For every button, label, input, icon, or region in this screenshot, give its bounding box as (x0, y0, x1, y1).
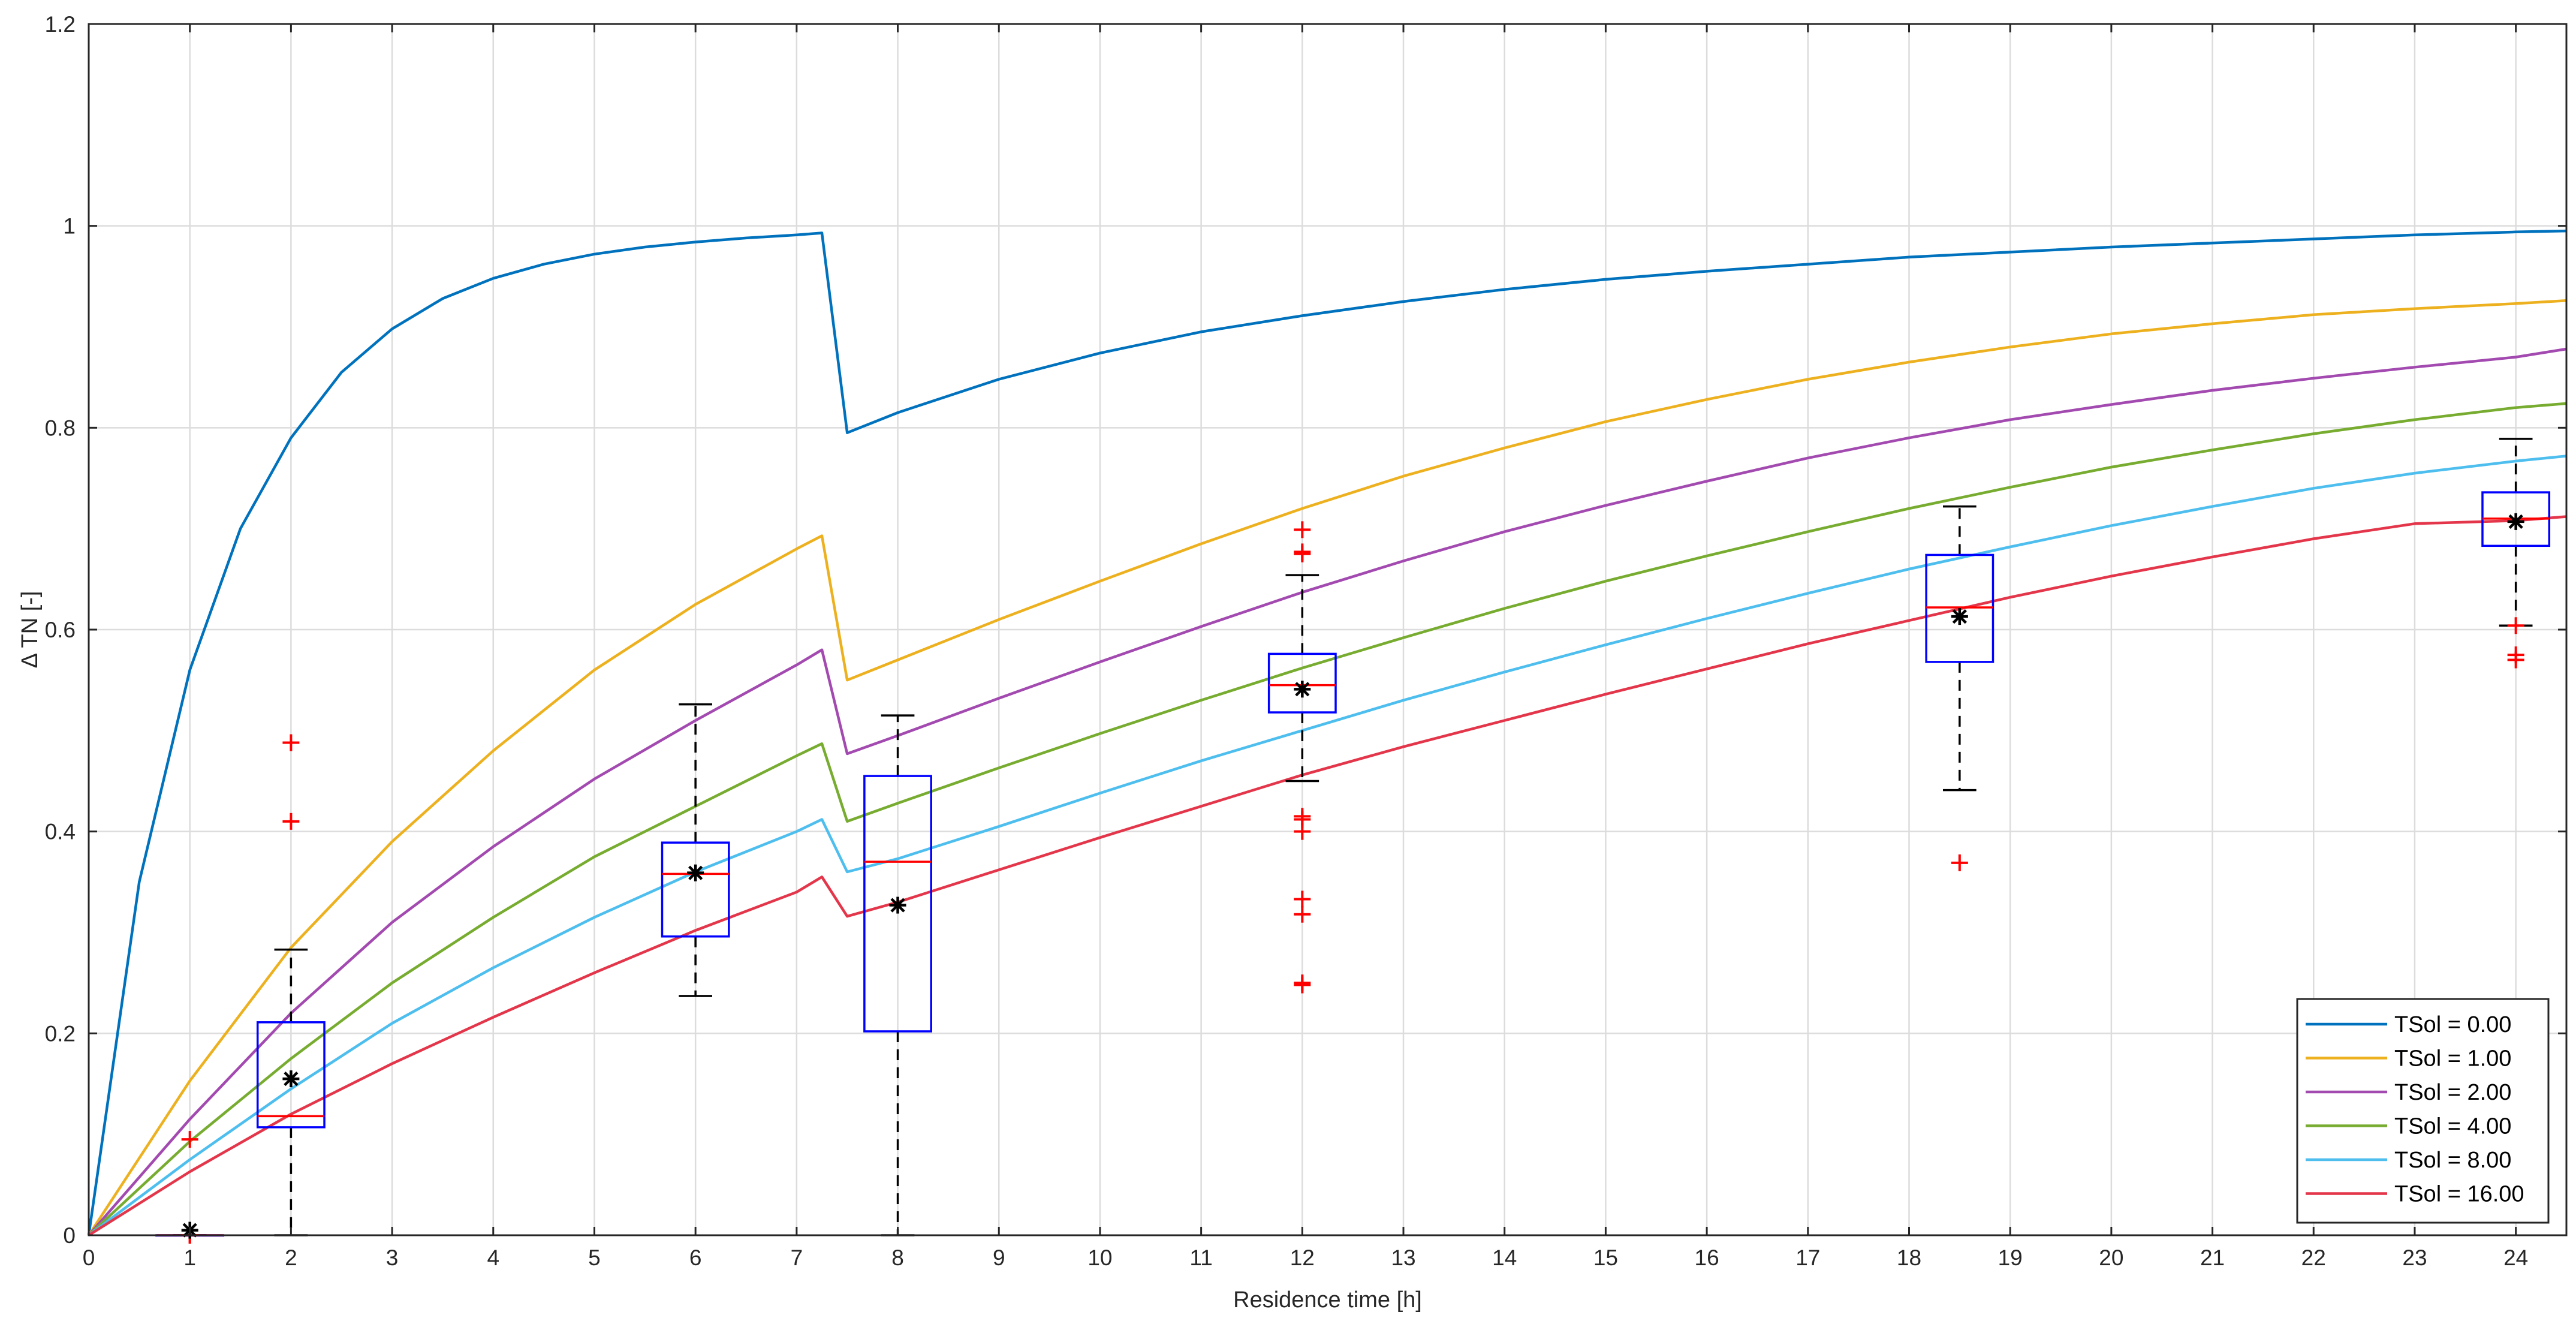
x-tick-label: 10 (1087, 1245, 1112, 1270)
x-axis-title: Residence time [h] (1233, 1287, 1422, 1313)
x-tick-label: 5 (588, 1245, 601, 1270)
x-tick-label: 9 (993, 1245, 1005, 1270)
series-line (88, 402, 2567, 1236)
x-tick-label: 12 (1290, 1245, 1315, 1270)
outlier-marker (1294, 521, 1311, 538)
x-tick-label: 24 (2503, 1245, 2528, 1270)
box (256, 1021, 326, 1129)
series-line (88, 347, 2567, 1236)
y-tick-labels: 0 0.2 0.4 0.6 0.8 1 1.2 (45, 12, 76, 1248)
y-tick-label: 0.2 (45, 1021, 76, 1046)
y-tick-label: 0.8 (45, 416, 76, 440)
x-tick-label: 8 (891, 1245, 904, 1270)
series-line (88, 299, 2567, 1236)
y-tick-label: 0 (63, 1223, 76, 1248)
legend-label: TSol = 0.00 (2394, 1012, 2511, 1037)
mean-stroke (1952, 609, 1967, 624)
mean-stroke (284, 1071, 299, 1087)
outlier-marker (282, 734, 300, 751)
mean-stroke (890, 898, 905, 913)
legend-box (2296, 998, 2550, 1224)
legend-label: TSol = 1.00 (2394, 1046, 2511, 1072)
outlier-marker (282, 813, 300, 830)
y-tick-label: 0.4 (45, 820, 76, 844)
outlier-marker (2507, 617, 2524, 634)
legend-label: TSol = 4.00 (2394, 1114, 2511, 1139)
legend-label: TSol = 8.00 (2394, 1148, 2511, 1173)
axes (88, 23, 2568, 1236)
x-tick-label: 2 (285, 1245, 297, 1270)
box (1267, 652, 1337, 714)
outlier-marker (1294, 976, 1311, 994)
x-tick-label: 15 (1593, 1245, 1618, 1270)
x-tick-label: 3 (386, 1245, 399, 1270)
mean-marker (889, 896, 906, 914)
legend-label: TSol = 16.00 (2394, 1182, 2524, 1207)
y-tick-label: 0.6 (45, 618, 76, 642)
x-tick-label: 14 (1492, 1245, 1517, 1270)
x-tick-label: 20 (2099, 1245, 2123, 1270)
legend: TSol = 0.00 TSol = 1.00 TSol = 2.00 TSol = … (2296, 998, 2550, 1224)
x-tick-labels: 0 1 2 3 4 5 6 7 8 9 10 11 12 13 14 15 16 17 18 19 20 21 22 23 24 (83, 1245, 2529, 1270)
x-tick-label: 19 (1998, 1245, 2023, 1270)
x-tick-label: 18 (1897, 1245, 1921, 1270)
outlier-marker (1294, 890, 1311, 908)
mean-marker (1294, 681, 1311, 698)
mean-marker (687, 864, 704, 881)
y-tick-label: 1.2 (45, 12, 76, 37)
series-line (88, 515, 2567, 1236)
x-tick-label: 17 (1795, 1245, 1820, 1270)
y-tick-label: 1 (63, 214, 76, 239)
mean-marker (2507, 513, 2524, 530)
x-tick-label: 0 (83, 1245, 95, 1270)
y-axis-title: Δ TN [-] (17, 591, 43, 669)
x-tick-label: 13 (1391, 1245, 1415, 1270)
x-tick-label: 6 (689, 1245, 702, 1270)
mean-marker (282, 1070, 300, 1088)
outlier-marker (181, 1131, 198, 1148)
series-line (87, 229, 2567, 1236)
outlier-marker (1294, 823, 1311, 840)
x-tick-label: 7 (791, 1245, 803, 1270)
mean-stroke (688, 865, 703, 880)
outlier-marker (1951, 854, 1968, 871)
x-tick-label: 23 (2402, 1245, 2427, 1270)
x-tick-label: 11 (1189, 1245, 1212, 1270)
mean-stroke (2508, 514, 2523, 529)
outlier-marker (2507, 651, 2524, 669)
x-tick-label: 16 (1695, 1245, 1719, 1270)
outlier-marker (1294, 905, 1311, 923)
outlier-marker (1294, 545, 1311, 562)
mean-stroke (1295, 682, 1310, 697)
mean-marker (1951, 608, 1968, 625)
x-tick-label: 1 (183, 1245, 196, 1270)
series-line (88, 455, 2567, 1236)
series-lines (87, 229, 2567, 1236)
box (661, 841, 730, 938)
box (863, 775, 932, 1033)
x-tick-label: 21 (2200, 1245, 2225, 1270)
legend-label: TSol = 2.00 (2394, 1080, 2511, 1105)
x-tick-label: 22 (2301, 1245, 2326, 1270)
x-tick-label: 4 (487, 1245, 499, 1270)
